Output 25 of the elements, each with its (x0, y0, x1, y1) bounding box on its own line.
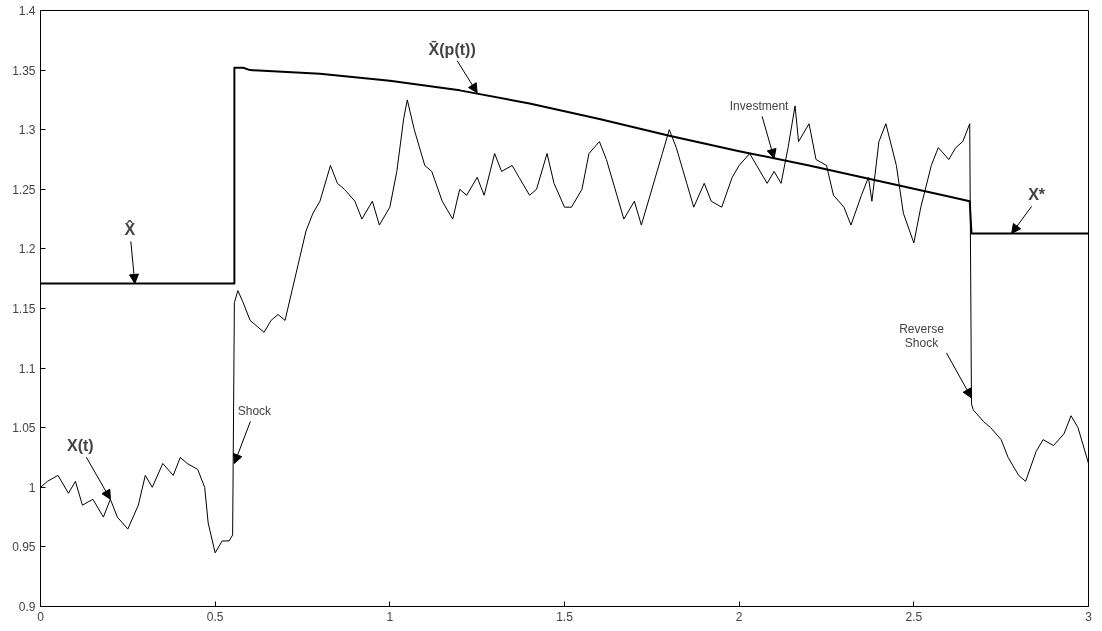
annotation: X̂ (124, 219, 136, 239)
y-tick-label: 0.95 (12, 540, 36, 555)
x-tick-label: 2.5 (905, 609, 923, 624)
x-tick-label: 2 (735, 609, 743, 624)
y-tick-label: 1.15 (12, 302, 36, 316)
y-tick-label: 1.05 (12, 421, 36, 436)
y-tick-label: 0.9 (18, 600, 36, 614)
y-tick-label: 1.2 (18, 242, 36, 257)
y-tick-label: 1 (28, 480, 36, 495)
annotation: X(t) (67, 437, 94, 455)
x-tick-label: 1.5 (556, 609, 574, 624)
x-tick-label: 1 (386, 609, 394, 624)
y-tick-label: 1.1 (18, 361, 36, 376)
annotation: Reverse Shock (899, 321, 945, 350)
annotation: Investment (729, 99, 790, 114)
y-tick-label: 1.3 (18, 123, 36, 138)
annotation: Shock (237, 404, 273, 419)
annotation: X* (1028, 186, 1046, 204)
x-tick-label: 0 (37, 609, 45, 624)
x-tick-label: 0.5 (206, 609, 224, 624)
y-tick-label: 1.35 (12, 63, 36, 78)
x-tick-label: 3 (1085, 609, 1093, 624)
y-tick-label: 1.4 (18, 4, 36, 18)
annotation: X̄(p(t)) (428, 39, 476, 58)
y-tick-label: 1.25 (12, 182, 36, 197)
